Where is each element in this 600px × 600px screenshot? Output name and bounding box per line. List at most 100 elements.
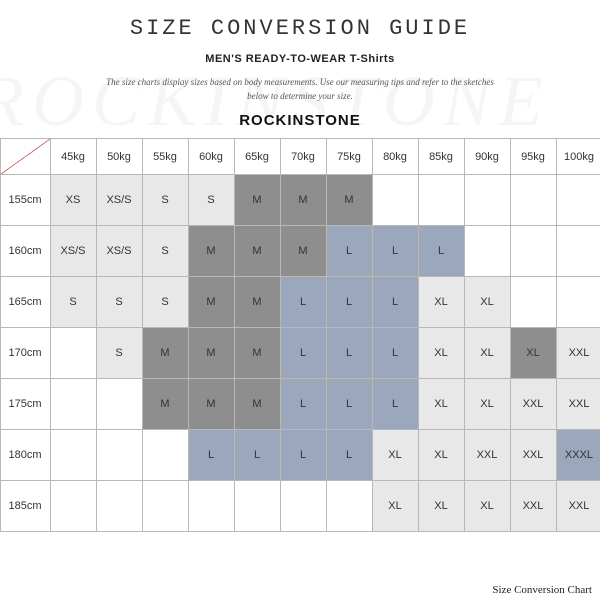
- data-cell: [556, 225, 600, 277]
- data-cell: S: [142, 225, 189, 277]
- data-cell: L: [372, 378, 419, 430]
- col-header: 45kg: [50, 138, 97, 175]
- data-cell: [234, 480, 281, 532]
- data-cell: L: [280, 276, 327, 328]
- data-cell: [96, 480, 143, 532]
- brand-name: ROCKINSTONE: [0, 112, 600, 129]
- data-cell: M: [188, 378, 235, 430]
- data-cell: [50, 378, 97, 430]
- data-cell: [50, 429, 97, 481]
- data-cell: M: [188, 225, 235, 277]
- data-cell: [464, 174, 511, 226]
- data-cell: L: [326, 378, 373, 430]
- data-cell: [326, 480, 373, 532]
- data-cell: L: [372, 225, 419, 277]
- data-cell: M: [234, 378, 281, 430]
- data-cell: L: [326, 429, 373, 481]
- page-title: SIZE CONVERSION GUIDE: [0, 0, 600, 41]
- data-cell: L: [280, 429, 327, 481]
- data-cell: M: [280, 174, 327, 226]
- data-cell: [372, 174, 419, 226]
- row-header: 160cm: [0, 225, 51, 277]
- data-cell: L: [418, 225, 465, 277]
- data-cell: L: [280, 327, 327, 379]
- table-corner: [0, 138, 51, 175]
- data-cell: XL: [418, 480, 465, 532]
- data-cell: XS: [50, 174, 97, 226]
- data-cell: L: [326, 327, 373, 379]
- data-cell: XXL: [556, 480, 600, 532]
- data-cell: XS/S: [96, 225, 143, 277]
- data-cell: M: [234, 327, 281, 379]
- data-cell: M: [234, 225, 281, 277]
- data-cell: [556, 174, 600, 226]
- data-cell: L: [372, 327, 419, 379]
- data-cell: S: [96, 276, 143, 328]
- row-header: 175cm: [0, 378, 51, 430]
- desc-line2: below to determine your size.: [247, 91, 353, 101]
- data-cell: XS/S: [50, 225, 97, 277]
- data-cell: XL: [418, 276, 465, 328]
- data-cell: S: [188, 174, 235, 226]
- col-header: 75kg: [326, 138, 373, 175]
- data-cell: XL: [464, 480, 511, 532]
- desc-line1: The size charts display sizes based on b…: [106, 77, 494, 87]
- data-cell: L: [280, 378, 327, 430]
- data-cell: [418, 174, 465, 226]
- data-cell: [556, 276, 600, 328]
- data-cell: L: [372, 276, 419, 328]
- row-header: 155cm: [0, 174, 51, 226]
- data-cell: [96, 429, 143, 481]
- data-cell: [510, 174, 557, 226]
- col-header: 55kg: [142, 138, 189, 175]
- data-cell: [96, 378, 143, 430]
- data-cell: XXL: [556, 378, 600, 430]
- data-cell: M: [234, 276, 281, 328]
- data-cell: S: [50, 276, 97, 328]
- data-cell: XL: [372, 480, 419, 532]
- size-table: 45kg50kg55kg60kg65kg70kg75kg80kg85kg90kg…: [0, 139, 600, 532]
- caption: Size Conversion Chart: [492, 584, 592, 596]
- data-cell: L: [188, 429, 235, 481]
- data-cell: M: [326, 174, 373, 226]
- col-header: 100kg: [556, 138, 600, 175]
- data-cell: XXL: [510, 480, 557, 532]
- data-cell: XL: [418, 429, 465, 481]
- col-header: 60kg: [188, 138, 235, 175]
- row-header: 170cm: [0, 327, 51, 379]
- col-header: 65kg: [234, 138, 281, 175]
- data-cell: [50, 327, 97, 379]
- data-cell: XL: [418, 327, 465, 379]
- col-header: 80kg: [372, 138, 419, 175]
- data-cell: L: [326, 225, 373, 277]
- data-cell: M: [280, 225, 327, 277]
- data-cell: XL: [464, 327, 511, 379]
- content-wrap: SIZE CONVERSION GUIDE MEN'S READY-TO-WEA…: [0, 0, 600, 532]
- row-header: 185cm: [0, 480, 51, 532]
- col-header: 85kg: [418, 138, 465, 175]
- data-cell: XXXL: [556, 429, 600, 481]
- col-header: 50kg: [96, 138, 143, 175]
- data-cell: [510, 225, 557, 277]
- data-cell: [280, 480, 327, 532]
- data-cell: [464, 225, 511, 277]
- data-cell: M: [234, 174, 281, 226]
- subtitle: MEN'S READY-TO-WEAR T-Shirts: [0, 53, 600, 65]
- row-header: 165cm: [0, 276, 51, 328]
- data-cell: XXL: [464, 429, 511, 481]
- col-header: 95kg: [510, 138, 557, 175]
- data-cell: [142, 480, 189, 532]
- data-cell: XL: [418, 378, 465, 430]
- subtitle-category: T-Shirts: [350, 53, 395, 65]
- subtitle-prefix: MEN'S READY-TO-WEAR: [205, 53, 346, 65]
- data-cell: XS/S: [96, 174, 143, 226]
- data-cell: XL: [464, 276, 511, 328]
- data-cell: S: [96, 327, 143, 379]
- data-cell: XXL: [556, 327, 600, 379]
- data-cell: XL: [372, 429, 419, 481]
- col-header: 70kg: [280, 138, 327, 175]
- data-cell: M: [142, 378, 189, 430]
- data-cell: [510, 276, 557, 328]
- data-cell: M: [142, 327, 189, 379]
- data-cell: S: [142, 276, 189, 328]
